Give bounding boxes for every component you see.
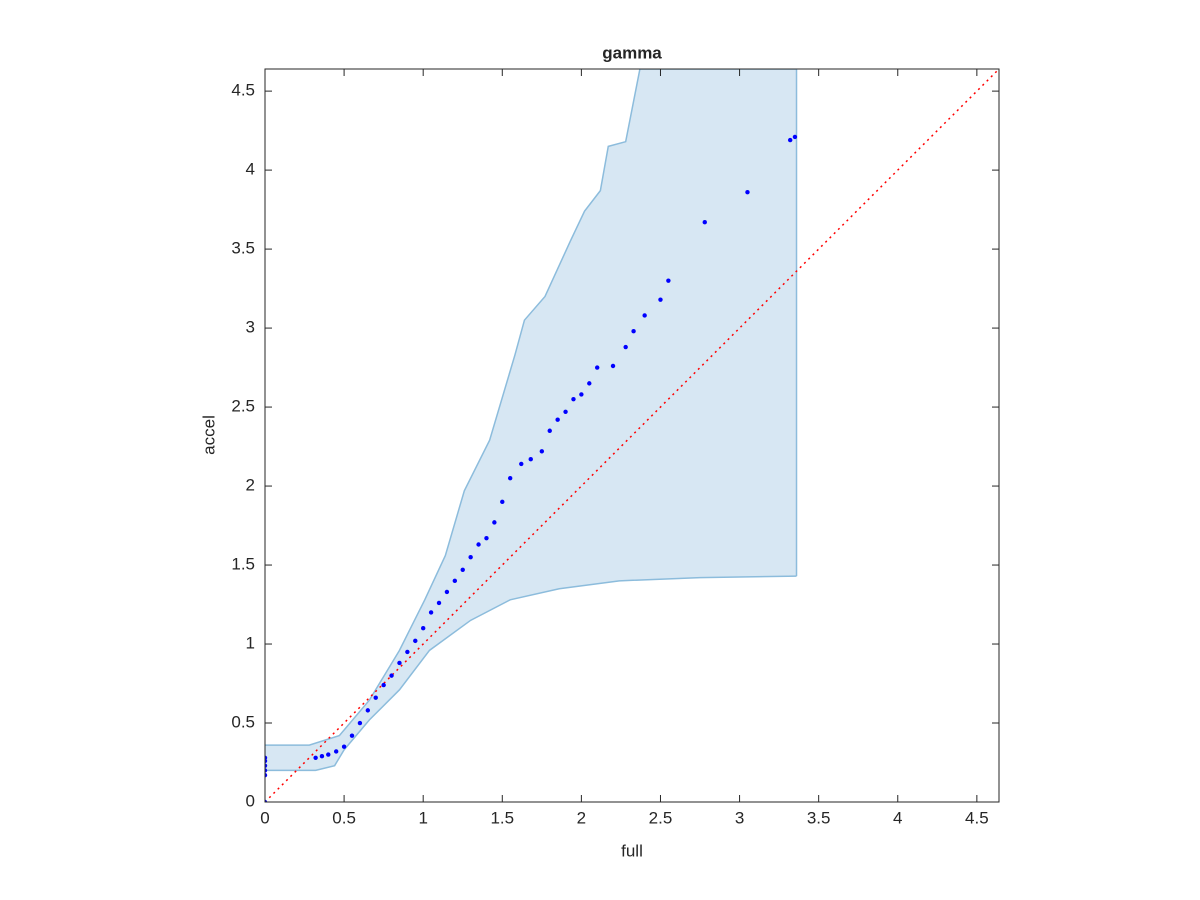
point [787, 137, 793, 143]
plot-area [265, 69, 999, 802]
axes-box [264, 68, 1000, 803]
point [579, 392, 584, 397]
x-axis-label: full [621, 841, 643, 860]
x-tick-label: 1 [418, 808, 427, 827]
point [265, 799, 268, 802]
point [642, 313, 647, 318]
point [492, 520, 497, 525]
point [436, 600, 442, 606]
point [484, 535, 489, 541]
point [373, 695, 378, 700]
point [500, 499, 505, 505]
point [405, 649, 410, 655]
x-tick-label: 4.5 [965, 808, 989, 827]
point [658, 297, 663, 302]
x-tick-label: 1.5 [490, 808, 514, 827]
point [357, 720, 363, 726]
point [333, 749, 339, 754]
x-tick-label: 3 [735, 808, 744, 827]
point [365, 708, 371, 713]
point [631, 329, 636, 334]
point [428, 610, 434, 615]
point [519, 461, 524, 467]
point [594, 365, 600, 370]
x-tick-label: 2 [577, 808, 586, 827]
point [555, 417, 560, 422]
point [507, 475, 513, 481]
point [460, 567, 465, 572]
point [547, 428, 552, 433]
x-tick-label: 4 [893, 808, 902, 827]
point [702, 220, 707, 225]
point [381, 682, 386, 688]
point [420, 626, 426, 631]
point [528, 456, 533, 462]
x-tick-label: 2.5 [649, 808, 673, 827]
band-lower [265, 575, 797, 772]
x-tick-label: 3.5 [807, 808, 831, 827]
point [265, 755, 268, 760]
y-tick-label: 1 [246, 634, 255, 653]
point [265, 772, 268, 778]
x-tick-label: 0.5 [332, 808, 356, 827]
point [623, 344, 628, 350]
confidence-band [265, 69, 797, 771]
point [326, 752, 331, 757]
point [319, 753, 325, 759]
y-tick-label: 3.5 [231, 239, 255, 258]
point [792, 134, 798, 140]
chart-title: gamma [602, 43, 662, 62]
band-upper [265, 69, 797, 746]
point [539, 449, 545, 454]
y-tick-label: 1.5 [231, 555, 255, 574]
point [476, 542, 481, 547]
y-tick-label: 0 [246, 791, 255, 810]
y-axis-label: accel [199, 415, 218, 455]
point [563, 409, 568, 415]
point [444, 589, 450, 595]
point [265, 768, 268, 773]
point [265, 763, 268, 768]
point [341, 744, 347, 749]
point [397, 660, 402, 666]
point [610, 363, 616, 369]
point [571, 396, 576, 402]
point [452, 578, 458, 584]
point [666, 278, 671, 283]
point [389, 673, 394, 678]
y-tick-label: 4.5 [231, 81, 255, 100]
point [745, 190, 750, 195]
point [349, 733, 355, 738]
point [313, 755, 318, 760]
point [413, 638, 418, 644]
point [587, 381, 592, 386]
y-tick-label: 3 [246, 318, 255, 337]
x-tick-label: 0 [260, 808, 269, 827]
y-tick-label: 0.5 [231, 712, 255, 731]
point [468, 554, 473, 560]
reference-line [265, 69, 999, 802]
y-tick-label: 4 [246, 160, 255, 179]
y-tick-label: 2.5 [231, 397, 255, 416]
y-tick-label: 2 [246, 476, 255, 495]
